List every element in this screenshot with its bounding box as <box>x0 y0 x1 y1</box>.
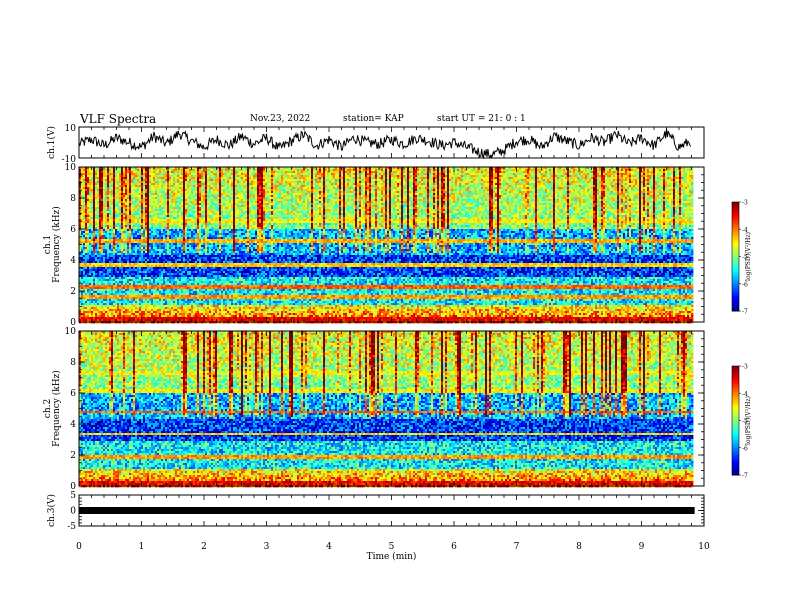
y-axis-label: ch.1(V) <box>46 126 57 159</box>
y-tick-label: 10 <box>65 124 77 134</box>
ch1-waveform-line <box>79 129 691 158</box>
vlf-figure: 10-10ch.1(V) 0246810ch.1 Frequency (kHz) … <box>0 0 792 612</box>
